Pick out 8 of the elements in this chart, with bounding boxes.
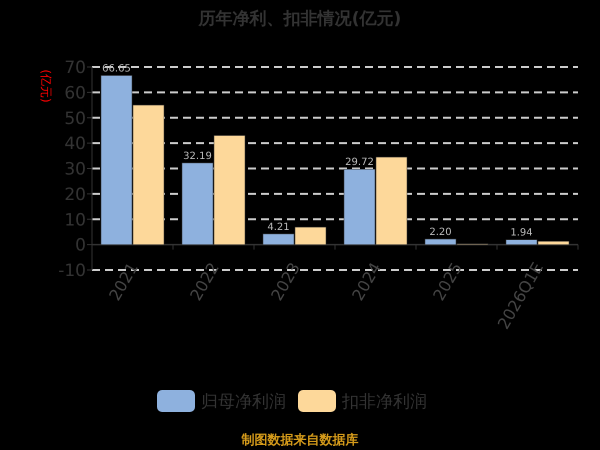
ylabel: (亿元): [39, 69, 53, 103]
data-label: 1.94: [510, 228, 533, 239]
data-label: 32.19: [183, 150, 212, 162]
text: 制图数据来自数据库: [240, 432, 358, 448]
data-label: 2.20: [429, 227, 452, 238]
data-label: 29.72: [345, 157, 374, 168]
data-label: 66.65: [102, 64, 131, 74]
data-label: 4.21: [267, 222, 290, 233]
